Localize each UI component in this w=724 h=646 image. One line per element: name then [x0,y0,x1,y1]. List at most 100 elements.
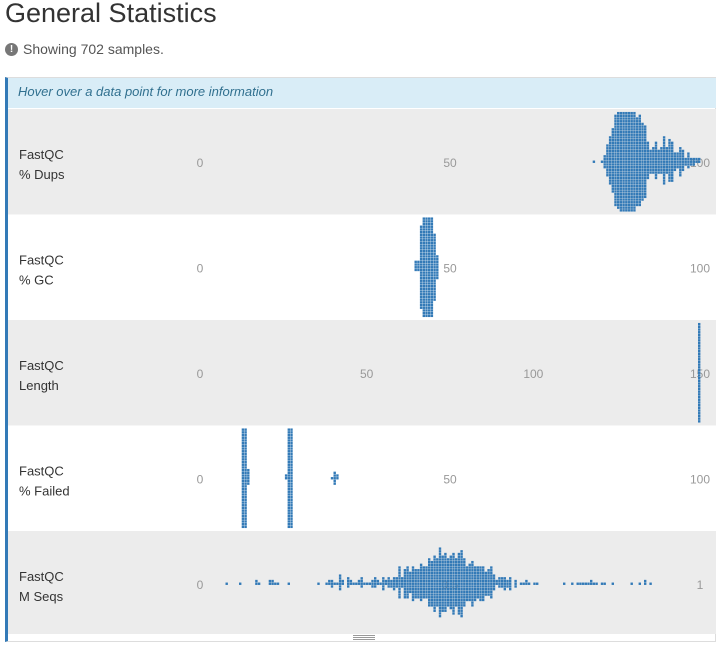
data-point[interactable] [654,160,658,163]
data-point[interactable] [287,468,290,472]
data-point[interactable] [665,165,668,169]
data-point[interactable] [330,585,334,588]
data-point[interactable] [357,579,361,583]
data-point[interactable] [428,582,431,585]
data-point[interactable] [673,165,677,169]
data-point[interactable] [430,601,434,604]
data-point[interactable] [449,558,452,561]
data-point[interactable] [287,514,290,518]
data-point[interactable] [244,436,247,439]
data-point[interactable] [244,512,247,515]
data-point[interactable] [338,577,342,580]
data-point[interactable] [638,144,641,147]
data-point[interactable] [482,596,485,599]
data-point[interactable] [622,176,625,180]
data-point[interactable] [473,587,477,591]
data-point[interactable] [676,165,679,169]
data-point[interactable] [608,160,612,163]
data-point[interactable] [644,192,647,196]
data-point[interactable] [436,569,439,572]
data-point[interactable] [290,433,293,437]
data-point[interactable] [606,157,609,161]
data-point[interactable] [638,133,641,136]
data-point[interactable] [625,174,628,177]
data-point[interactable] [638,201,641,204]
data-point[interactable] [457,552,461,556]
data-point[interactable] [457,593,461,596]
data-point[interactable] [455,598,458,602]
data-point[interactable] [422,282,425,285]
data-point[interactable] [438,550,442,553]
data-point[interactable] [460,601,463,604]
data-point[interactable] [244,517,247,520]
data-point[interactable] [433,276,436,280]
data-point[interactable] [468,596,471,599]
data-point[interactable] [606,165,609,169]
data-point[interactable] [433,593,436,596]
data-point[interactable] [444,598,447,602]
data-point[interactable] [287,474,290,477]
data-point[interactable] [419,303,423,307]
data-point[interactable] [457,566,461,569]
data-point[interactable] [241,517,245,520]
data-point[interactable] [646,147,650,150]
data-point[interactable] [428,233,431,237]
data-point[interactable] [460,566,463,569]
data-point[interactable] [287,517,290,520]
data-point[interactable] [633,171,636,174]
data-point[interactable] [606,155,609,158]
data-point[interactable] [630,125,633,128]
data-point[interactable] [698,393,701,396]
data-point[interactable] [473,596,477,599]
data-point[interactable] [433,574,436,577]
data-point[interactable] [625,133,628,136]
data-point[interactable] [641,195,644,199]
data-point[interactable] [290,490,293,493]
data-point[interactable] [503,585,506,588]
data-point[interactable] [660,152,663,155]
data-point[interactable] [635,155,639,158]
data-point[interactable] [430,596,434,599]
data-point[interactable] [698,395,701,399]
data-point[interactable] [622,198,625,201]
data-point[interactable] [287,433,290,437]
data-point[interactable] [449,601,452,604]
data-point[interactable] [633,163,636,166]
data-point[interactable] [428,217,431,220]
data-point[interactable] [614,122,617,126]
data-point[interactable] [644,152,647,155]
data-point[interactable] [627,157,631,161]
data-point[interactable] [425,287,428,291]
data-point[interactable] [430,263,434,266]
data-point[interactable] [644,136,647,139]
data-point[interactable] [422,571,425,575]
data-point[interactable] [614,160,617,163]
data-point[interactable] [444,560,447,564]
data-point[interactable] [657,163,660,166]
data-point[interactable] [649,582,652,585]
data-point[interactable] [455,587,458,591]
data-point[interactable] [438,571,442,575]
data-point[interactable] [468,590,471,594]
data-point[interactable] [627,195,631,199]
data-point[interactable] [433,290,436,293]
data-point[interactable] [619,209,623,212]
data-point[interactable] [338,585,342,588]
data-point[interactable] [425,252,428,255]
data-point[interactable] [641,141,644,145]
data-point[interactable] [428,579,431,583]
data-point[interactable] [482,582,485,585]
data-point[interactable] [422,225,425,228]
data-point[interactable] [371,582,374,585]
data-point[interactable] [614,182,617,185]
data-point[interactable] [419,582,423,585]
data-point[interactable] [444,579,447,583]
data-point[interactable] [287,431,290,434]
data-point[interactable] [644,182,647,185]
data-point[interactable] [608,171,612,174]
data-point[interactable] [403,582,407,585]
data-point[interactable] [241,474,245,477]
data-point[interactable] [617,176,620,180]
data-point[interactable] [422,233,425,237]
data-point[interactable] [268,579,272,583]
